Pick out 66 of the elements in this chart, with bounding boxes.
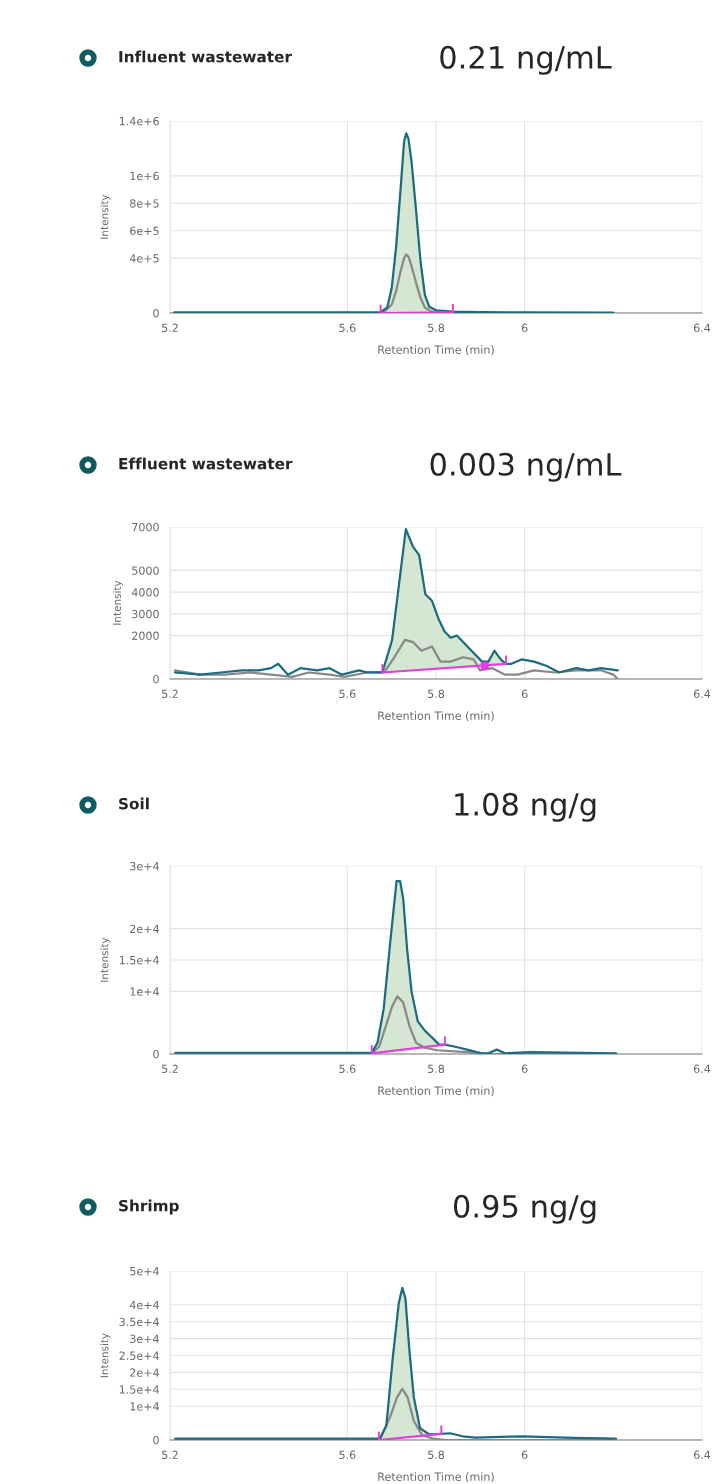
x-axis-title: Retention Time (min) (378, 345, 494, 356)
line-series (174, 879, 618, 1054)
x-tick-label: 5.6 (339, 689, 356, 699)
line-series (173, 528, 619, 676)
y-tick-label: 6e+5 (130, 226, 159, 236)
x-tick-label: 5.6 (339, 1450, 356, 1460)
x-tick-label: 5.2 (162, 1450, 178, 1460)
x-tick-label: 6.4 (693, 323, 711, 333)
line-series (174, 1286, 618, 1440)
y-tick-label: 0 (153, 674, 159, 684)
y-tick-label: 4e+4 (129, 1300, 159, 1310)
y-tick-label: 1e+4 (130, 987, 159, 996)
y-tick-label: 0 (153, 1049, 159, 1059)
chart-subtitle: 0.95 ng/g (453, 1194, 596, 1224)
x-tick-label: 5.2 (162, 689, 178, 699)
y-tick-label: 3.5e+4 (119, 1317, 159, 1327)
y-tick-label: 2000 (132, 631, 159, 640)
x-tick-label: 6 (521, 323, 528, 333)
x-tick-label: 5.8 (428, 1450, 445, 1460)
y-tick-label: 0 (153, 1435, 159, 1445)
y-tick-label: 0 (153, 308, 159, 318)
y-tick-label: 5000 (132, 566, 159, 575)
y-tick-label: 1.5e+4 (119, 956, 159, 965)
y-tick-label: 3e+4 (130, 1334, 159, 1343)
y-axis-title: Intensity (100, 1333, 111, 1378)
y-tick-label: 1.4e+6 (119, 116, 159, 126)
y-tick-label: 5e+4 (130, 1267, 159, 1276)
chart-title: Soil (119, 797, 149, 810)
x-axis-title: Retention Time (min) (378, 711, 494, 722)
y-tick-label: 1e+6 (130, 171, 159, 181)
y-tick-label: 3e+4 (130, 861, 159, 871)
y-tick-label: 4000 (131, 588, 159, 597)
x-tick-label: 6.4 (693, 1064, 711, 1074)
y-tick-label: 3000 (132, 609, 159, 619)
y-tick-label: 2.5e+4 (119, 1351, 159, 1360)
y-axis-title: Intensity (100, 194, 111, 239)
x-tick-label: 5.8 (428, 1064, 445, 1074)
x-tick-label: 5.6 (339, 323, 356, 333)
x-tick-label: 5.8 (428, 689, 445, 699)
y-tick-label: 8e+5 (130, 199, 159, 208)
x-tick-label: 5.2 (162, 1064, 178, 1074)
y-tick-label: 4e+5 (129, 254, 159, 263)
x-tick-label: 5.2 (162, 323, 178, 333)
x-tick-label: 6 (521, 689, 528, 699)
chart-subtitle: 0.003 ng/mL (430, 452, 622, 482)
y-tick-label: 1e+4 (130, 1402, 159, 1411)
x-tick-label: 5.6 (339, 1064, 356, 1074)
chart-subtitle: 1.08 ng/g (455, 792, 596, 822)
chart-subtitle: 0.21 ng/mL (440, 45, 612, 75)
y-tick-label: 2e+4 (130, 924, 159, 934)
x-tick-label: 5.8 (428, 323, 445, 333)
x-tick-label: 6 (521, 1064, 528, 1074)
x-axis-title: Retention Time (min) (378, 1472, 494, 1483)
y-axis-title: Intensity (112, 580, 123, 625)
y-axis-title: Intensity (100, 937, 111, 982)
x-tick-label: 6.4 (693, 1450, 711, 1460)
y-tick-label: 2e+4 (130, 1368, 159, 1377)
line-series (173, 638, 619, 679)
x-tick-label: 6.4 (693, 689, 711, 699)
x-axis-title: Retention Time (min) (378, 1086, 494, 1097)
y-tick-label: 1.5e+4 (119, 1385, 159, 1394)
y-tick-label: 7000 (132, 522, 159, 532)
x-tick-label: 6 (521, 1450, 528, 1460)
chart-title: Shrimp (119, 1199, 179, 1215)
chart-title: Effluent wastewater (119, 457, 293, 470)
chart-title: Influent wastewater (119, 50, 292, 63)
